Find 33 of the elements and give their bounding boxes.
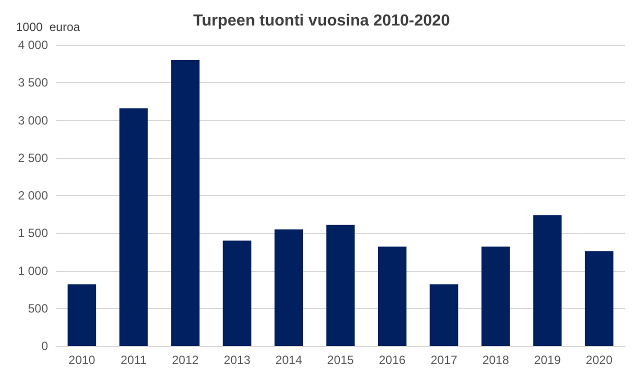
bar bbox=[481, 246, 510, 346]
y-tick-label: 3 000 bbox=[18, 113, 48, 128]
bar bbox=[378, 246, 406, 346]
x-tick-label: 2012 bbox=[172, 353, 199, 367]
chart-title: Turpeen tuonti vuosina 2010-2020 bbox=[193, 12, 450, 30]
x-tick-label: 2018 bbox=[482, 353, 510, 367]
x-tick-label: 2013 bbox=[224, 353, 251, 367]
x-tick-label: 2016 bbox=[378, 353, 406, 367]
x-tick-label: 2017 bbox=[430, 353, 458, 367]
x-tick-label: 2015 bbox=[327, 353, 354, 367]
y-tick-label: 3 500 bbox=[18, 76, 48, 90]
bar bbox=[584, 251, 614, 346]
y-tick-label: 0 bbox=[41, 339, 48, 353]
x-tick-label: 2010 bbox=[68, 353, 96, 367]
x-tick-label: 2014 bbox=[275, 353, 302, 367]
x-tick-label: 2011 bbox=[120, 353, 147, 367]
y-tick-label: 1 500 bbox=[18, 226, 48, 240]
y-tick-label: 1 000 bbox=[18, 264, 48, 278]
bar bbox=[171, 60, 200, 346]
bar bbox=[68, 284, 96, 346]
x-tick-label: 2019 bbox=[534, 353, 562, 367]
bar bbox=[533, 215, 562, 346]
y-tick-label: 500 bbox=[28, 301, 48, 316]
bar bbox=[430, 284, 458, 346]
y-tick-label: 4 000 bbox=[18, 38, 48, 52]
x-tick-label: 2020 bbox=[586, 353, 613, 367]
y-tick-label: 2 000 bbox=[18, 188, 48, 202]
y-tick-label: 2 500 bbox=[18, 150, 48, 165]
bar bbox=[274, 229, 303, 346]
y-axis-title: 1000 euroa bbox=[16, 20, 80, 34]
bar bbox=[326, 224, 355, 346]
bar bbox=[222, 240, 252, 346]
bar bbox=[119, 108, 148, 346]
